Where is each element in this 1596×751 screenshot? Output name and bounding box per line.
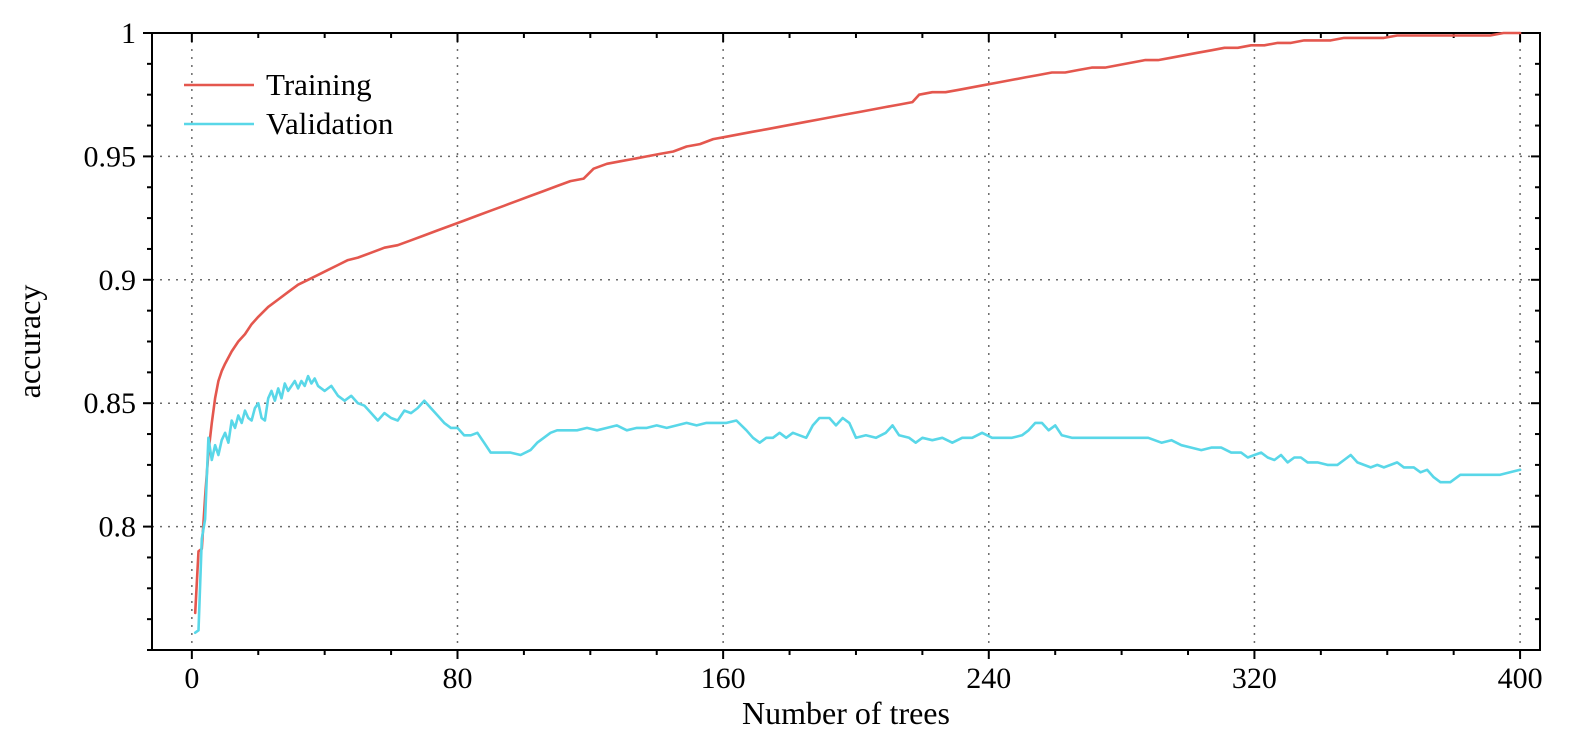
x-tick-label: 80 (442, 662, 472, 695)
y-tick-label: 0.8 (99, 511, 137, 544)
legend-label-validation: Validation (266, 106, 394, 141)
x-tick-label: 320 (1232, 662, 1277, 695)
series-line-validation (193, 374, 1522, 634)
x-tick-label: 400 (1498, 662, 1543, 695)
series-line-training (193, 31, 1522, 615)
y-tick-label: 1 (121, 17, 136, 50)
legend-label-training: Training (266, 67, 372, 102)
x-tick-label: 0 (184, 662, 199, 695)
x-axis-label: Number of trees (742, 695, 950, 731)
y-tick-label: 0.9 (99, 264, 137, 297)
x-tick-label: 160 (701, 662, 746, 695)
y-tick-label: 0.85 (84, 387, 137, 420)
x-tick-label: 240 (966, 662, 1011, 695)
y-axis-label: accuracy (11, 285, 47, 399)
y-tick-label: 0.95 (84, 140, 137, 173)
